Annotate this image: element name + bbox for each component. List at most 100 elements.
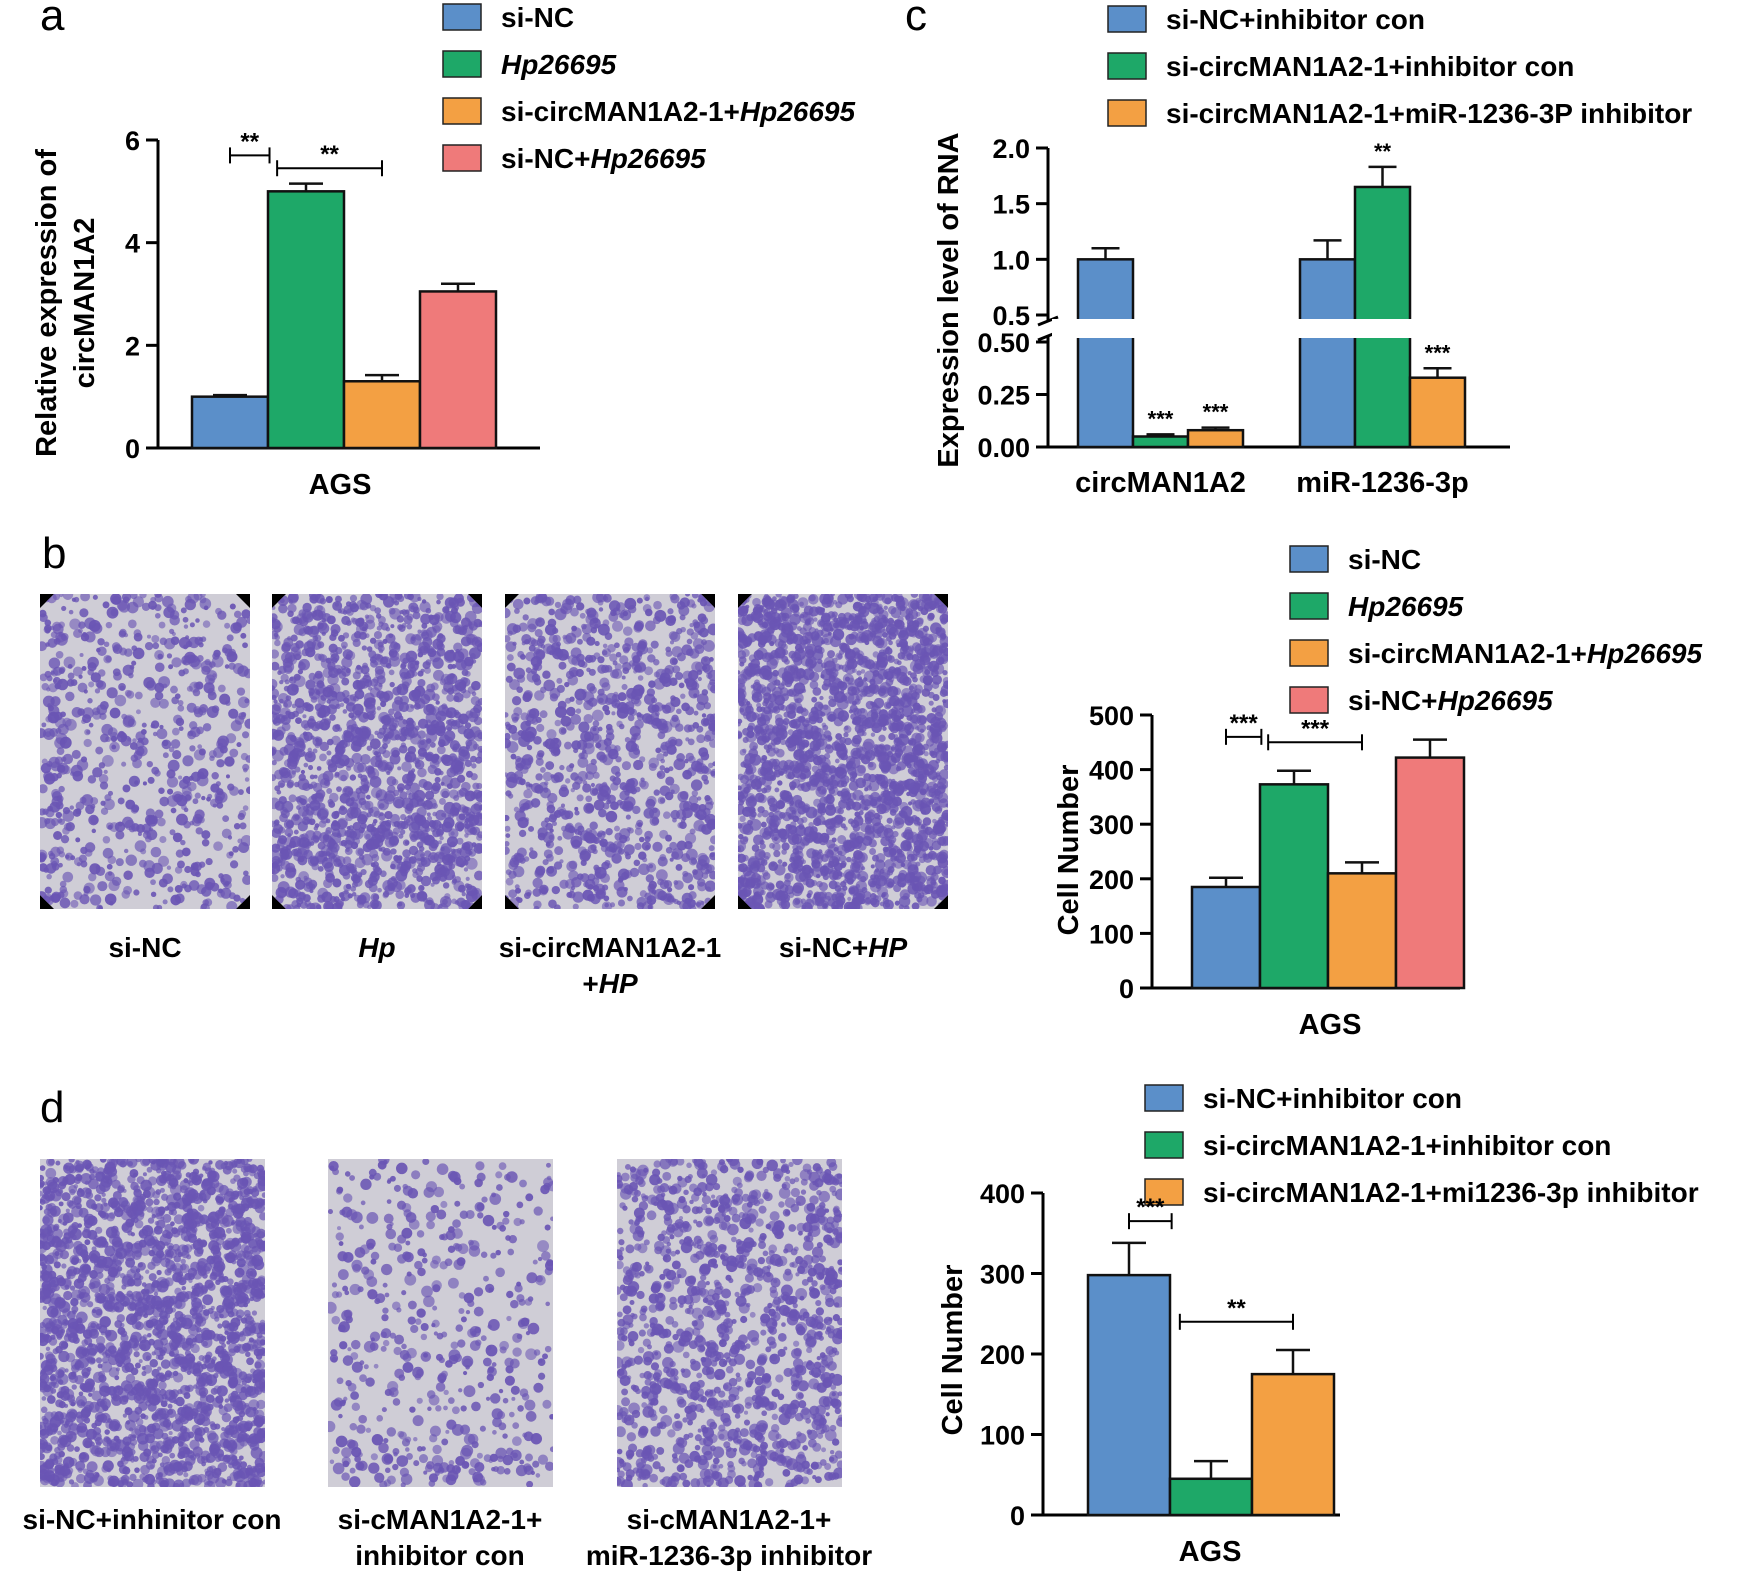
- b-image-1-cell: [309, 691, 314, 697]
- b-image-3-cell: [784, 873, 791, 880]
- b-image-1-cell: [401, 761, 412, 772]
- b-image-2-cell: [526, 744, 533, 751]
- b-image-0-cell: [167, 886, 174, 893]
- b-image-0-cell: [171, 631, 176, 637]
- b-image-3-cell: [783, 879, 791, 887]
- b-image-2-cell: [651, 817, 660, 825]
- b-image-2-cell: [700, 862, 713, 875]
- b-image-1-cell: [331, 820, 339, 827]
- b-image-2-cell: [528, 708, 540, 719]
- b-image-2-cell: [592, 720, 600, 728]
- b-image-1-cell: [319, 597, 327, 605]
- b-image-0-cell: [150, 697, 161, 708]
- b-image-1-cell: [300, 769, 306, 775]
- b-image-2-cell: [698, 814, 705, 821]
- b-image-0-cell: [212, 652, 220, 660]
- b-image-1-cell: [331, 657, 338, 664]
- b-image-2-cell: [568, 860, 578, 870]
- b-image-3-cell: [874, 859, 886, 870]
- b-image-3-cell: [823, 637, 829, 644]
- b-image-3-cell: [840, 752, 848, 761]
- b-image-2-cell: [587, 883, 594, 890]
- b-image-1-cell: [317, 622, 324, 630]
- b-image-2-cell: [694, 644, 705, 655]
- b-image-3-cell: [906, 730, 912, 736]
- b-image-1-cell: [437, 903, 449, 909]
- b-image-2-cell: [574, 829, 580, 835]
- b-image-0-cell: [228, 708, 239, 719]
- b-image-1-cell: [460, 677, 468, 685]
- b-image-1-cell: [437, 840, 442, 845]
- b-image-1-cell: [275, 844, 281, 850]
- b-image-3-cell: [809, 680, 819, 690]
- b-image-2-cell: [577, 638, 583, 645]
- b-image-1-cell: [297, 668, 304, 675]
- d-sig-label-1: **: [1227, 1295, 1246, 1322]
- b-image-2-cell: [514, 770, 524, 780]
- b-image-1-cell: [453, 605, 459, 611]
- b-image-2-cell: [709, 739, 715, 748]
- b-image-1-cell: [378, 691, 390, 703]
- b-image-3-cell: [738, 733, 742, 739]
- b-image-2-cell: [543, 787, 549, 793]
- b-image-1-cell: [388, 836, 399, 848]
- b-image-0-cell: [88, 814, 99, 826]
- b-image-1-cell: [280, 673, 289, 683]
- b-image-1-cell: [350, 726, 363, 739]
- b-image-1-cell: [309, 888, 314, 894]
- b-image-1-cell: [435, 828, 444, 837]
- b-image-1-cell: [359, 892, 371, 904]
- b-image-2-cell: [581, 749, 587, 754]
- b-image-1-cell: [326, 845, 339, 858]
- d-legend-label-2: si-circMAN1A2-1+mi1236-3p inhibitor: [1203, 1177, 1699, 1208]
- b-image-1-cell: [409, 663, 416, 669]
- b-image-0-cell: [154, 691, 164, 701]
- b-image-2-cell: [646, 795, 657, 807]
- b-image-0-cell: [55, 650, 64, 659]
- b-image-2-cell: [592, 594, 604, 604]
- b-image-3-cell: [787, 729, 794, 736]
- b-image-2-cell: [569, 696, 575, 702]
- b-image-2-cell: [669, 657, 678, 666]
- b-image-2-cell: [698, 803, 707, 812]
- b-image-1-cell: [472, 789, 482, 799]
- b-image-2-cell: [598, 697, 604, 704]
- b-image-0-cell: [45, 628, 51, 634]
- b-image-2-cell: [539, 710, 548, 719]
- b-image-2-cell: [645, 620, 656, 632]
- b-image-3-cell: [884, 791, 896, 802]
- b-image-3-cell: [779, 812, 786, 819]
- b-image-1-cell: [444, 649, 456, 662]
- b-image-1-cell: [426, 646, 435, 654]
- b-image-0-cell: [64, 852, 74, 861]
- b-image-2-cell: [623, 886, 628, 892]
- b-image-2-cell: [532, 888, 542, 897]
- b-image-2-cell: [542, 670, 551, 679]
- b-image-0-cell: [174, 893, 185, 904]
- b-image-3-cell: [911, 602, 919, 610]
- b-image-0-cell: [44, 817, 51, 825]
- b-image-0-cell: [206, 706, 219, 718]
- b-image-1-cell: [406, 719, 416, 729]
- b-image-0-cell: [218, 873, 224, 879]
- b-image-2-cell: [508, 889, 518, 899]
- b-image-0-cell: [83, 882, 95, 894]
- b-image-1-cell: [349, 774, 357, 781]
- b-image-0-cell: [51, 788, 61, 799]
- b-image-2-cell: [688, 795, 699, 805]
- b-image-2-cell: [655, 668, 667, 680]
- b-image-1-cell: [369, 637, 377, 644]
- b-image-2-cell: [686, 628, 694, 636]
- b-image-3-cell: [817, 646, 825, 655]
- b-image-0-cell: [175, 849, 184, 858]
- b-image-2-cell: [546, 865, 557, 877]
- b-image-2-cell: [565, 778, 571, 784]
- b-image-0-cell: [237, 838, 243, 844]
- b-image-3-cell: [861, 731, 867, 737]
- b-image-3-cell: [884, 787, 889, 793]
- b-image-1-cell: [282, 904, 292, 909]
- b-image-2-cell: [624, 796, 636, 808]
- b-image-1-cell: [381, 828, 391, 838]
- b-bar-2: [1326, 872, 1398, 990]
